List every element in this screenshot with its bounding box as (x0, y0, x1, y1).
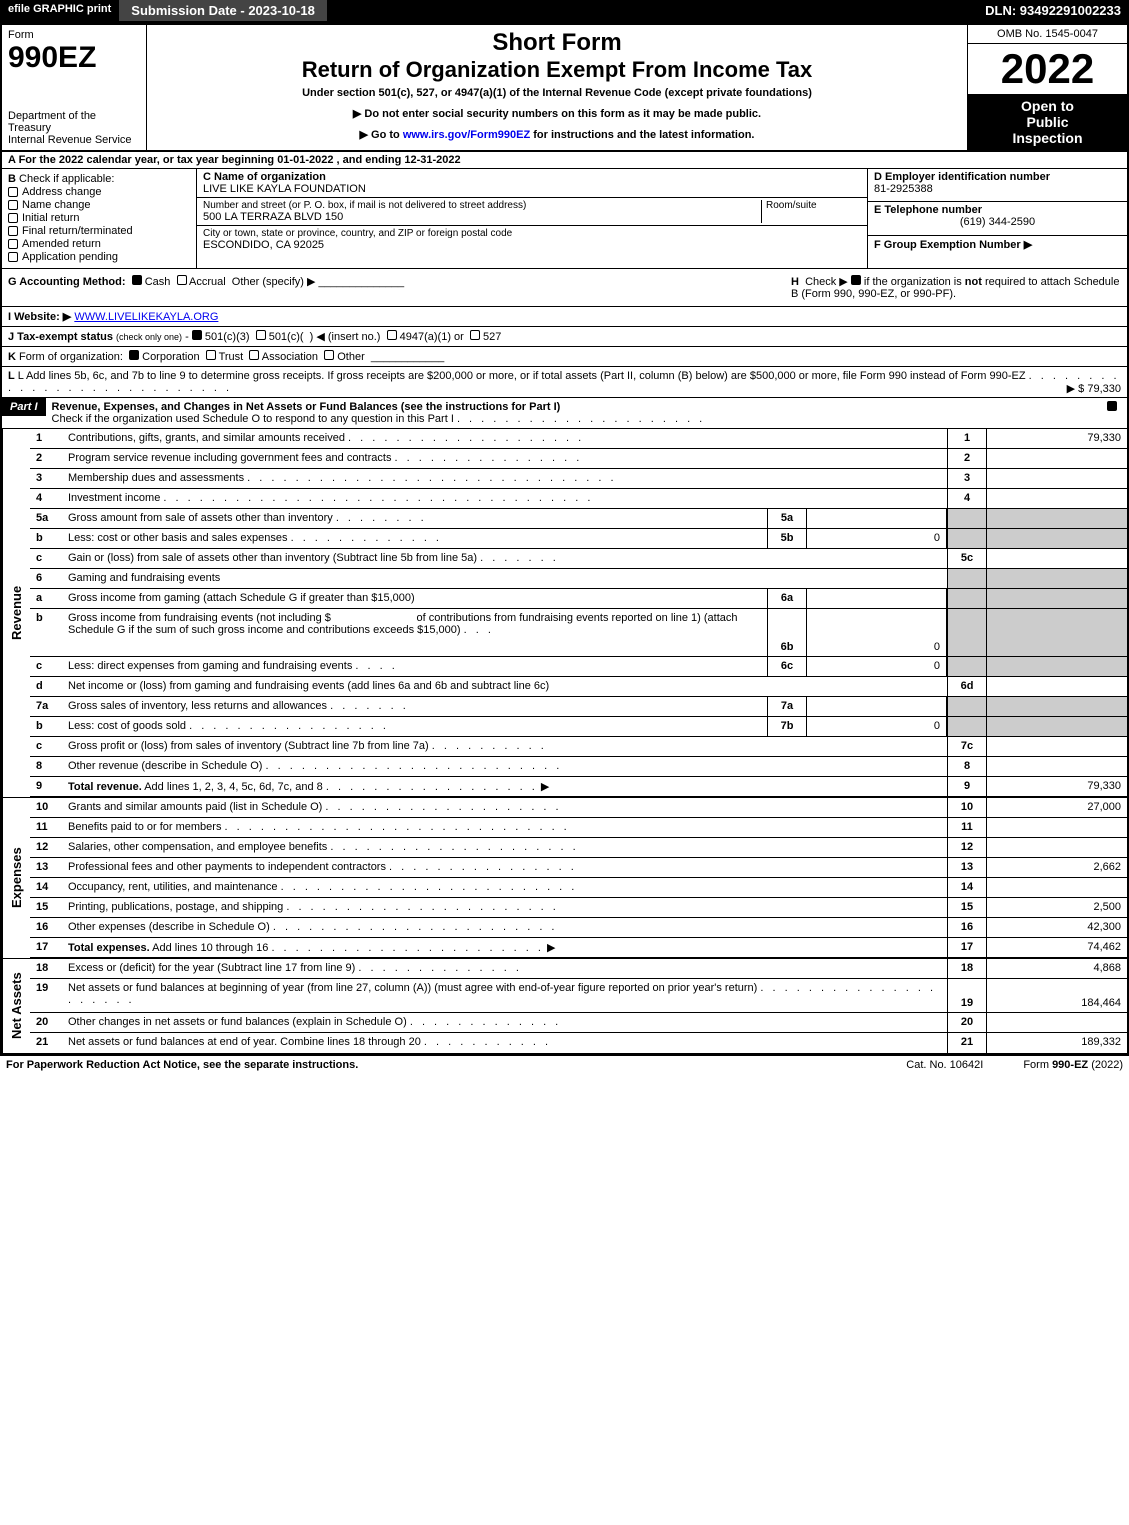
submission-date: Submission Date - 2023-10-18 (119, 0, 327, 21)
netassets-label: Net Assets (2, 959, 30, 1053)
row-l: L L Add lines 5b, 6c, and 7b to line 9 t… (0, 367, 1129, 398)
top-bar: efile GRAPHIC print Submission Date - 20… (0, 0, 1129, 23)
chk-address-change[interactable]: Address change (8, 186, 190, 198)
line-5a-value (807, 509, 947, 528)
org-address: 500 LA TERRAZA BLVD 150 (203, 211, 761, 223)
website-link[interactable]: WWW.LIVELIKEKAYLA.ORG (74, 311, 218, 323)
line-17-value: 74,462 (987, 938, 1127, 957)
revenue-section: Revenue 1Contributions, gifts, grants, a… (0, 429, 1129, 797)
form-note-2: ▶ Go to www.irs.gov/Form990EZ for instru… (151, 128, 963, 141)
line-16-value: 42,300 (987, 918, 1127, 937)
row-k: K Form of organization: Corporation Trus… (0, 347, 1129, 367)
tax-year: 2022 (968, 44, 1127, 94)
form-number: 990EZ (8, 41, 140, 75)
line-3-value (987, 469, 1127, 488)
form-label: Form (8, 29, 140, 41)
phone: (619) 344-2590 (874, 216, 1121, 228)
chk-cash[interactable] (132, 275, 142, 285)
line-5b-value: 0 (807, 529, 947, 548)
form-title-1: Short Form (151, 29, 963, 57)
footer-right: Form 990-EZ (2022) (1023, 1059, 1123, 1071)
part-1-header: Part I Revenue, Expenses, and Changes in… (0, 398, 1129, 429)
inspection-badge: Open to Public Inspection (968, 94, 1127, 150)
line-14-value (987, 878, 1127, 897)
revenue-label: Revenue (2, 429, 30, 797)
line-6a-value (807, 589, 947, 608)
chk-h[interactable] (851, 275, 861, 285)
org-city: ESCONDIDO, CA 92025 (203, 239, 861, 251)
form-subtitle: Under section 501(c), 527, or 4947(a)(1)… (151, 87, 963, 99)
chk-initial-return[interactable]: Initial return (8, 212, 190, 224)
org-block: B Check if applicable: Address change Na… (0, 169, 1129, 269)
section-c: C Name of organization LIVE LIKE KAYLA F… (197, 169, 867, 268)
line-20-value (987, 1013, 1127, 1032)
chk-name-change[interactable]: Name change (8, 199, 190, 211)
line-5c-value (987, 549, 1127, 568)
org-name: LIVE LIKE KAYLA FOUNDATION (203, 183, 861, 195)
header-left: Form 990EZ Department of the Treasury In… (2, 25, 147, 150)
section-b: B Check if applicable: Address change Na… (2, 169, 197, 268)
line-9-value: 79,330 (987, 777, 1127, 796)
line-13-value: 2,662 (987, 858, 1127, 877)
dln: DLN: 93492291002233 (977, 0, 1129, 21)
chk-4947[interactable] (387, 330, 397, 340)
chk-501c3[interactable] (192, 330, 202, 340)
row-g-h: G Accounting Method: Cash Accrual Other … (0, 269, 1129, 307)
chk-schedule-o[interactable] (1107, 401, 1117, 411)
footer-left: For Paperwork Reduction Act Notice, see … (6, 1059, 358, 1071)
omb-number: OMB No. 1545-0047 (968, 25, 1127, 44)
gross-receipts: ▶ $ 79,330 (1067, 382, 1121, 395)
efile-label: efile GRAPHIC print (0, 0, 119, 21)
footer-cat: Cat. No. 10642I (906, 1059, 983, 1071)
room-suite-label: Room/suite (761, 200, 861, 223)
line-6b-value: 0 (807, 609, 947, 656)
row-i: I Website: ▶ WWW.LIVELIKEKAYLA.ORG (0, 307, 1129, 327)
line-10-value: 27,000 (987, 798, 1127, 817)
chk-amended[interactable]: Amended return (8, 238, 190, 250)
line-2-value (987, 449, 1127, 468)
ein: 81-2925388 (874, 183, 933, 195)
line-18-value: 4,868 (987, 959, 1127, 978)
chk-assoc[interactable] (249, 350, 259, 360)
irs-link[interactable]: www.irs.gov/Form990EZ (403, 129, 530, 141)
group-exemption: F Group Exemption Number ▶ (874, 239, 1032, 251)
section-def: D Employer identification number 81-2925… (867, 169, 1127, 268)
dept-label: Department of the Treasury Internal Reve… (8, 110, 140, 146)
chk-corp[interactable] (129, 350, 139, 360)
expenses-section: Expenses 10Grants and similar amounts pa… (0, 797, 1129, 958)
line-6d-value (987, 677, 1127, 696)
line-11-value (987, 818, 1127, 837)
line-4-value (987, 489, 1127, 508)
form-note-1: ▶ Do not enter social security numbers o… (151, 107, 963, 120)
line-7a-value (807, 697, 947, 716)
expenses-label: Expenses (2, 798, 30, 958)
line-6c-value: 0 (807, 657, 947, 676)
line-7c-value (987, 737, 1127, 756)
row-j: J Tax-exempt status (check only one) - 5… (0, 327, 1129, 347)
chk-accrual[interactable] (177, 275, 187, 285)
form-title-2: Return of Organization Exempt From Incom… (151, 57, 963, 83)
line-19-value: 184,464 (987, 979, 1127, 1012)
page-footer: For Paperwork Reduction Act Notice, see … (0, 1055, 1129, 1074)
chk-final-return[interactable]: Final return/terminated (8, 225, 190, 237)
line-12-value (987, 838, 1127, 857)
line-7b-value: 0 (807, 717, 947, 736)
header-right: OMB No. 1545-0047 2022 Open to Public In… (967, 25, 1127, 150)
line-21-value: 189,332 (987, 1033, 1127, 1053)
chk-501c[interactable] (256, 330, 266, 340)
chk-pending[interactable]: Application pending (8, 251, 190, 263)
chk-other-org[interactable] (324, 350, 334, 360)
chk-527[interactable] (470, 330, 480, 340)
chk-trust[interactable] (206, 350, 216, 360)
line-15-value: 2,500 (987, 898, 1127, 917)
form-header: Form 990EZ Department of the Treasury In… (0, 23, 1129, 152)
line-8-value (987, 757, 1127, 776)
section-a: A For the 2022 calendar year, or tax yea… (0, 152, 1129, 169)
header-mid: Short Form Return of Organization Exempt… (147, 25, 967, 150)
netassets-section: Net Assets 18Excess or (deficit) for the… (0, 958, 1129, 1055)
line-1-value: 79,330 (987, 429, 1127, 448)
